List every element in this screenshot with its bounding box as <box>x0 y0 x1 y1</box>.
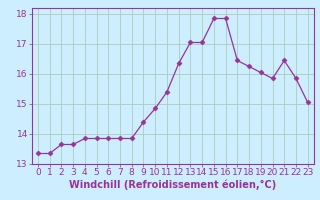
X-axis label: Windchill (Refroidissement éolien,°C): Windchill (Refroidissement éolien,°C) <box>69 180 276 190</box>
